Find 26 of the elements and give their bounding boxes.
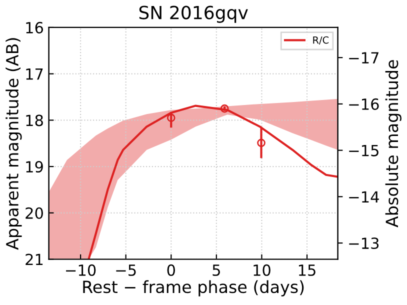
x-tick-label: −5 [116, 264, 136, 276]
y-tick-label: 20 [26, 207, 43, 219]
x-tick-label: 0 [167, 264, 175, 276]
x-tick-label: 5 [212, 264, 220, 276]
y-tick-label: 16 [26, 22, 44, 34]
y-tick-label: 19 [26, 160, 43, 173]
y2-tick-label: −13 [349, 237, 379, 250]
legend-label: R/C [313, 36, 329, 44]
x-tick-label: −10 [66, 264, 96, 276]
y2-tick-label: −16 [349, 98, 379, 110]
x-tick-label: 10 [254, 264, 270, 276]
y-tick-label: 21 [26, 254, 43, 266]
x-axis-title: Rest − frame phase (days) [83, 280, 304, 296]
x-tick-label: 15 [298, 264, 316, 276]
point [166, 114, 176, 122]
y-tick-label: 17 [26, 68, 43, 80]
y2-tick-label: −15 [349, 144, 378, 156]
y-tick-label: 18 [26, 114, 43, 126]
y2-tick-label: −14 [349, 191, 379, 202]
line-series [88, 104, 338, 260]
point [220, 104, 229, 113]
chart-title: SN 2016gqv [139, 6, 248, 23]
y-axis-title: Apparent magnitude (AB) [6, 38, 22, 250]
y2-axis-title: Absolute magnitude [385, 60, 402, 228]
y2-tick-label: −17 [349, 52, 378, 64]
point [257, 138, 266, 148]
